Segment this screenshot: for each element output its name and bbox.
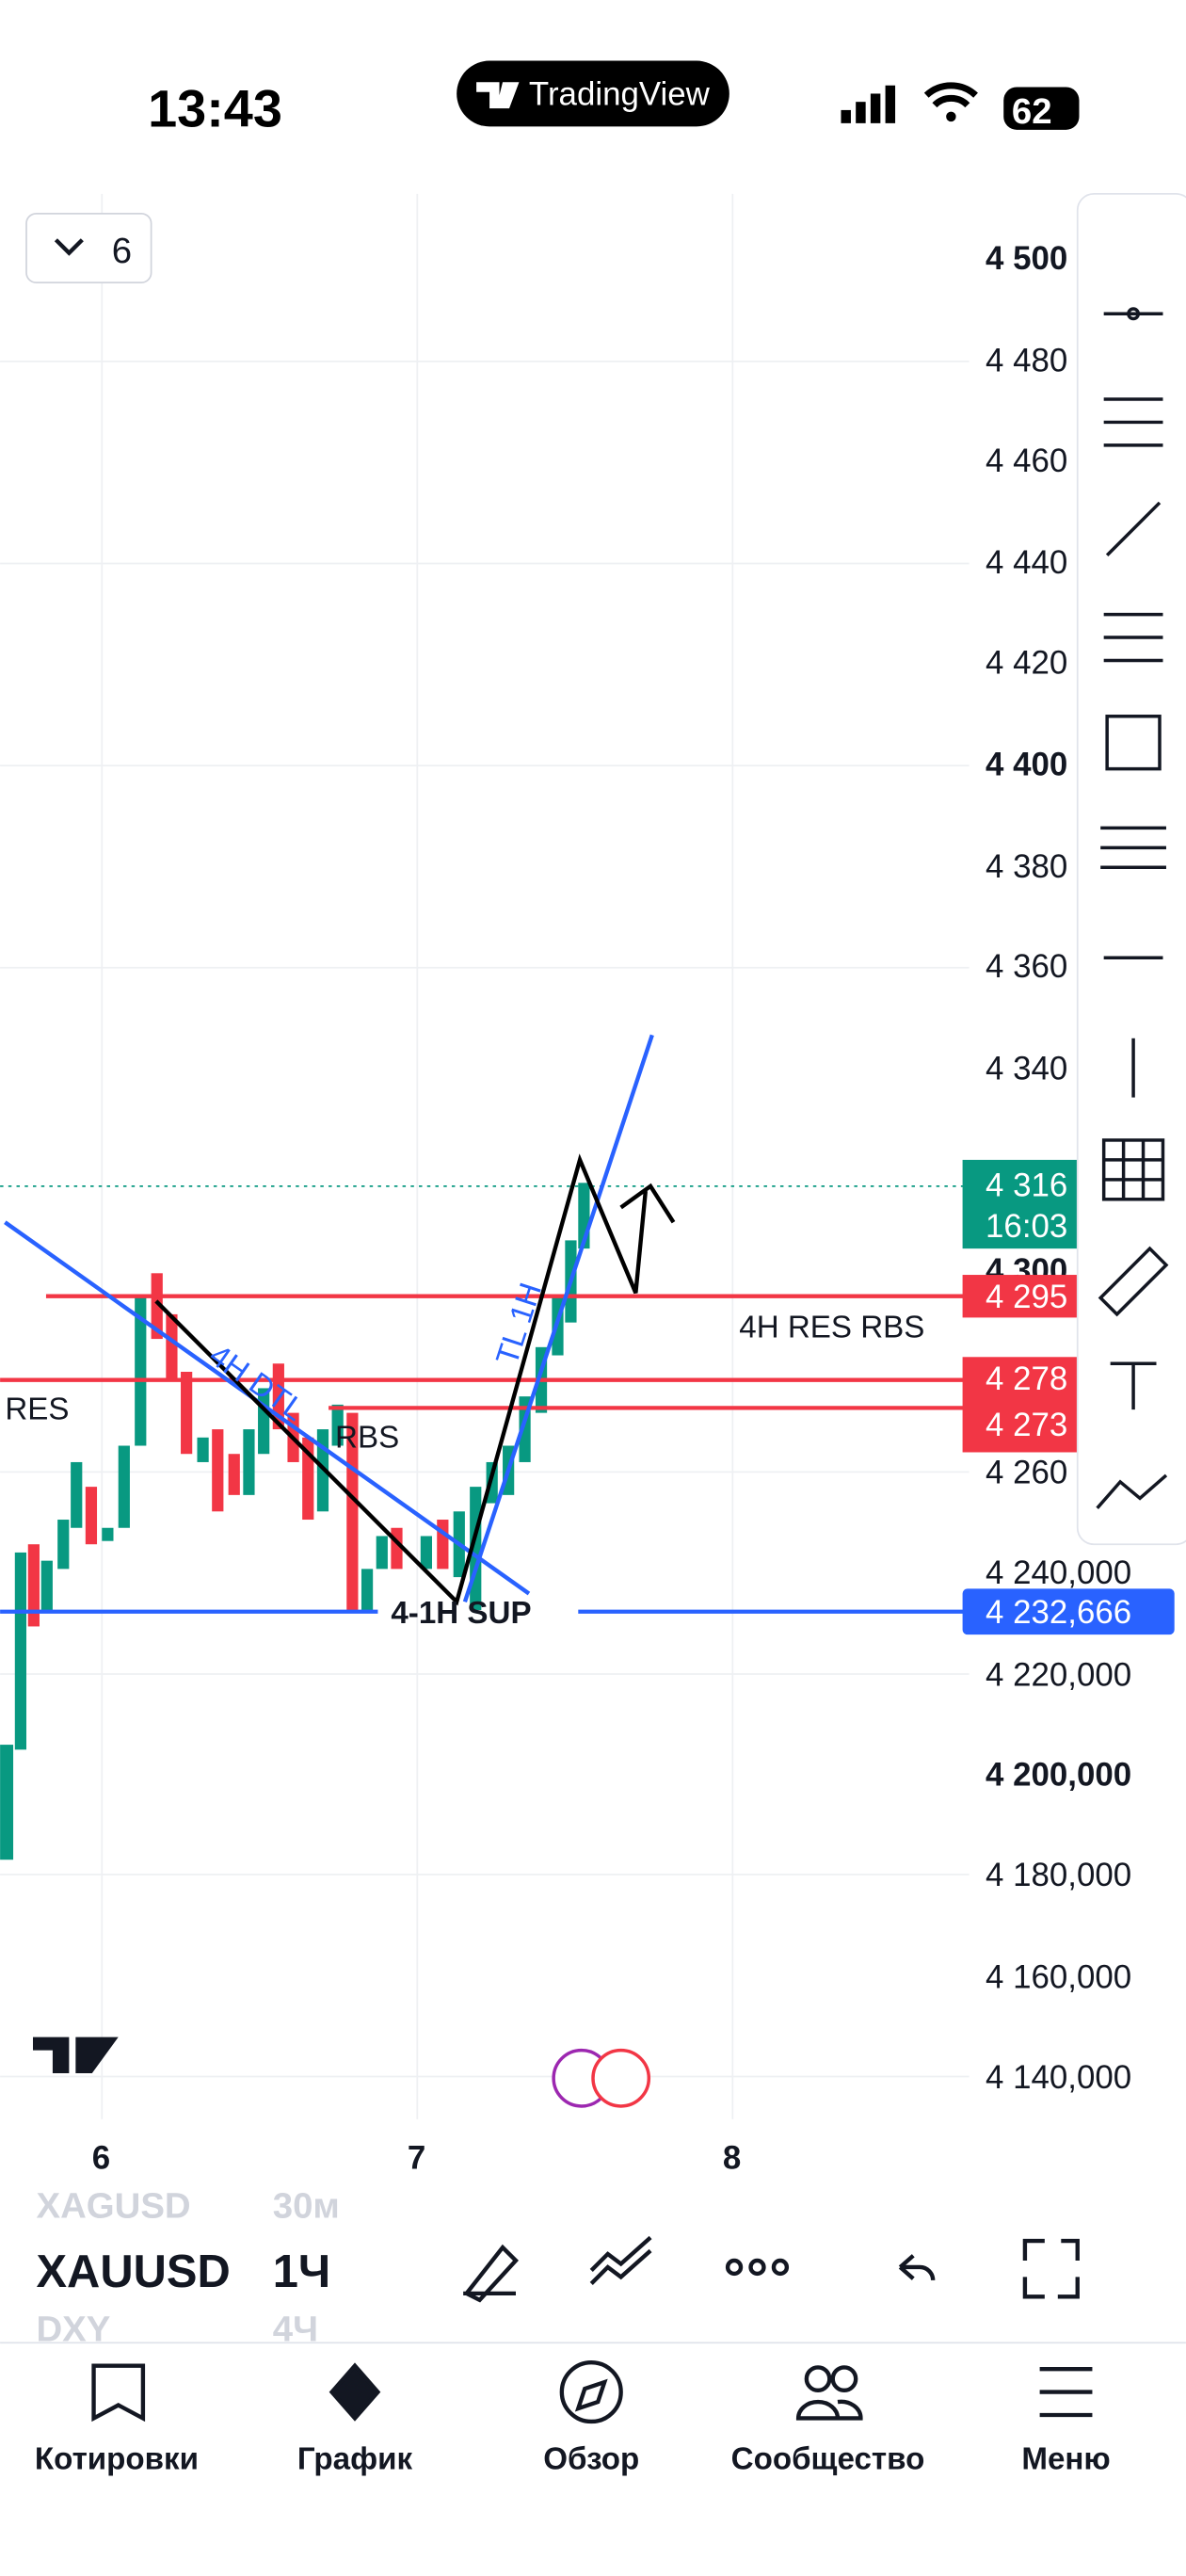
interval-button[interactable] (25, 212, 152, 283)
symbol-current[interactable]: XAUUSD (36, 2246, 230, 2297)
annotation: RBS (335, 1420, 399, 1455)
candles (0, 1183, 590, 1860)
nav-item[interactable]: Котировки (35, 2442, 199, 2477)
price-label: 4 400 (986, 747, 1067, 783)
nav-item[interactable]: График (297, 2442, 413, 2477)
toolbar-icons (1096, 307, 1169, 1509)
app-name: TradingView (529, 76, 711, 113)
x-label: 6 (92, 2139, 110, 2176)
price-tag: 4 273 (986, 1407, 1067, 1443)
price-label: 4 420 (986, 644, 1067, 681)
wifi (923, 82, 978, 108)
price-tag: 4 316 (986, 1167, 1067, 1203)
price-label: 4 360 (986, 948, 1067, 985)
status-time: 13:43 (148, 78, 282, 137)
price-label: 4 340 (986, 1050, 1067, 1087)
interval-current[interactable]: 1Ч (273, 2246, 330, 2297)
price-label: 4 220,000 (986, 1656, 1131, 1693)
price-label: 4 380 (986, 848, 1067, 885)
app-logo (476, 82, 520, 109)
annotation: 4H RES RBS (739, 1310, 924, 1344)
price-axis: 4 500 4 480 4 460 4 440 4 420 4 400 4 38… (962, 240, 1186, 2096)
signal (841, 85, 896, 123)
drawings (0, 1034, 970, 1614)
annotation: RES (5, 1393, 69, 1427)
nav-item[interactable]: Обзор (543, 2442, 639, 2477)
battery (1003, 87, 1080, 130)
grid (0, 193, 970, 2119)
tv-logo (32, 2037, 119, 2074)
annotation: 4-1H SUP (391, 1596, 531, 1631)
chart-tools[interactable] (463, 2235, 1080, 2303)
price-label: 4 260 (986, 1455, 1067, 1491)
price-label: 4 480 (986, 342, 1067, 378)
x-label: 7 (408, 2139, 425, 2176)
price-label: 4 200,000 (986, 1757, 1131, 1794)
event-icon[interactable] (591, 2048, 651, 2108)
price-label: 4 500 (986, 240, 1067, 277)
price-tag: 4 232,666 (986, 1594, 1131, 1631)
nav-icons (91, 2359, 1093, 2424)
battery-level: 62 (1012, 91, 1052, 132)
app-pill (457, 60, 729, 127)
annotation: 4H DTL (202, 1338, 311, 1428)
price-label: 4 440 (986, 544, 1067, 581)
price-tag: 4 278 (986, 1360, 1067, 1397)
symbol-prev[interactable]: XAGUSD (36, 2186, 190, 2227)
price-label: 4 180,000 (986, 1857, 1131, 1893)
interval-value: 6 (112, 231, 132, 271)
interval-prev[interactable]: 30м (273, 2186, 340, 2227)
price-label: 4 140,000 (986, 2059, 1131, 2096)
price-label: 4 240,000 (986, 1554, 1131, 1591)
price-label: 4 160,000 (986, 1958, 1131, 1995)
nav-item[interactable]: Сообщество (731, 2442, 925, 2477)
price-tag-time: 16:03 (986, 1208, 1067, 1245)
price-label: 4 460 (986, 443, 1067, 479)
price-tag: 4 295 (986, 1279, 1067, 1315)
nav-item[interactable]: Меню (1021, 2442, 1110, 2477)
x-label: 8 (723, 2139, 741, 2176)
